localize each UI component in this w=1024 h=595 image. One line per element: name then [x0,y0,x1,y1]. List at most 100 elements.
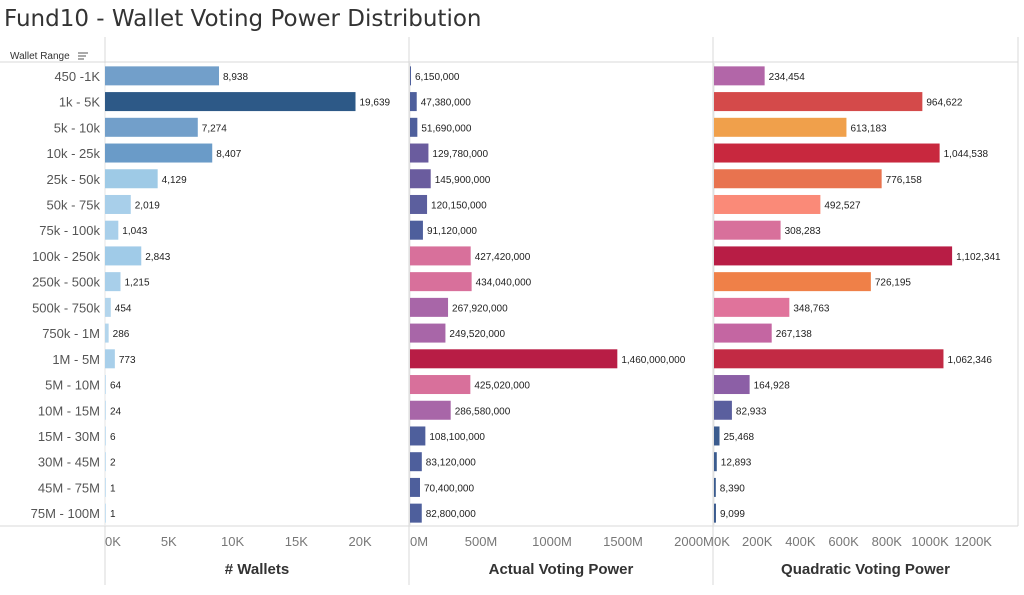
row-label: 1k - 5K [59,95,101,110]
bar[interactable] [410,220,423,240]
bar[interactable] [410,117,418,137]
bar[interactable] [714,194,821,214]
bar[interactable] [714,323,772,343]
row-header-label[interactable]: Wallet Range [10,51,70,62]
bar[interactable] [410,426,426,446]
bar[interactable] [714,297,790,317]
bar[interactable] [105,477,106,497]
data-label: 12,893 [721,458,752,469]
bar[interactable] [714,426,720,446]
bar[interactable] [714,66,765,86]
data-label: 91,120,000 [427,226,477,237]
row-labels: 450 -1K 1k - 5K 5k - 10k 10k - 25k 25k - 50k… [31,69,101,521]
bar[interactable] [410,452,422,472]
bar[interactable] [714,375,750,395]
bar[interactable] [714,400,732,420]
data-label: 234,454 [769,72,806,83]
data-label: 19,639 [360,98,391,109]
bar[interactable] [410,194,428,214]
data-label: 8,407 [216,149,241,160]
bar[interactable] [714,272,871,292]
bar[interactable] [714,143,940,163]
tick-label: 20K [349,534,372,549]
bar[interactable] [105,452,106,472]
bar[interactable] [105,375,106,395]
bar[interactable] [410,66,411,86]
bar[interactable] [105,66,220,86]
bar[interactable] [105,400,106,420]
data-label: 492,527 [824,200,861,211]
bar[interactable] [714,503,716,523]
bar[interactable] [410,323,446,343]
data-label: 964,622 [926,98,963,109]
row-label: 10M - 15M [38,403,100,418]
data-label: 2,019 [135,200,160,211]
bar[interactable] [105,246,142,266]
data-label: 1 [110,509,116,520]
bar[interactable] [105,169,158,189]
bar[interactable] [410,92,417,112]
bar[interactable] [410,477,420,497]
bar[interactable] [410,272,472,292]
bar[interactable] [410,169,431,189]
row-label: 750k - 1M [42,326,100,341]
bar[interactable] [714,477,716,497]
row-label: 25k - 50k [47,172,101,187]
data-label: 64 [110,381,122,392]
bar[interactable] [105,194,131,214]
bar[interactable] [714,169,882,189]
bar[interactable] [714,220,781,240]
row-label: 50k - 75k [47,197,101,212]
tick-label: 200K [742,534,773,549]
data-label: 2 [110,458,116,469]
data-label: 24 [110,406,122,417]
bar[interactable] [714,117,847,137]
data-label: 9,099 [720,509,745,520]
data-label: 425,020,000 [474,381,530,392]
data-label: 1,043 [122,226,147,237]
bar[interactable] [410,375,471,395]
chart-title: Fund10 - Wallet Voting Power Distributio… [4,6,482,32]
bar[interactable] [105,92,356,112]
bar[interactable] [410,246,471,266]
tick-label: 1000M [532,534,572,549]
bar[interactable] [105,220,119,240]
bar[interactable] [105,349,115,369]
bar[interactable] [714,452,717,472]
bar[interactable] [105,143,213,163]
bar[interactable] [714,92,923,112]
data-label: 51,690,000 [421,123,471,134]
data-label: 454 [115,303,132,314]
tick-label: 2000M [674,534,714,549]
data-label: 25,468 [724,432,755,443]
data-label: 120,150,000 [431,200,487,211]
bar[interactable] [410,297,449,317]
bar[interactable] [105,426,106,446]
panel-2: 6,150,000 47,380,000 51,690,000 129,780,000… [409,63,714,578]
bar[interactable] [410,143,429,163]
bar[interactable] [105,272,121,292]
bar[interactable] [410,400,451,420]
data-label: 47,380,000 [421,98,471,109]
sort-descending-icon[interactable] [78,52,88,60]
axis-title: Quadratic Voting Power [781,561,950,578]
data-label: 129,780,000 [432,149,488,160]
row-label: 500k - 750k [32,300,100,315]
bar[interactable] [714,246,953,266]
bar[interactable] [105,323,109,343]
chart-panels: 8,938 19,639 7,274 8,407 4,129 2,019 1,043 2,84… [104,63,1001,578]
data-label: 1 [110,483,116,494]
data-label: 776,158 [886,175,923,186]
bar[interactable] [714,349,944,369]
bar[interactable] [410,349,618,369]
bar[interactable] [105,117,198,137]
row-label: 75M - 100M [31,506,100,521]
data-label: 83,120,000 [426,458,476,469]
data-label: 1,102,341 [956,252,1001,263]
bar[interactable] [105,503,106,523]
tick-label: 15K [285,534,308,549]
row-label: 450 -1K [54,69,100,84]
data-label: 773 [119,355,136,366]
bar[interactable] [105,297,111,317]
bar[interactable] [410,503,422,523]
